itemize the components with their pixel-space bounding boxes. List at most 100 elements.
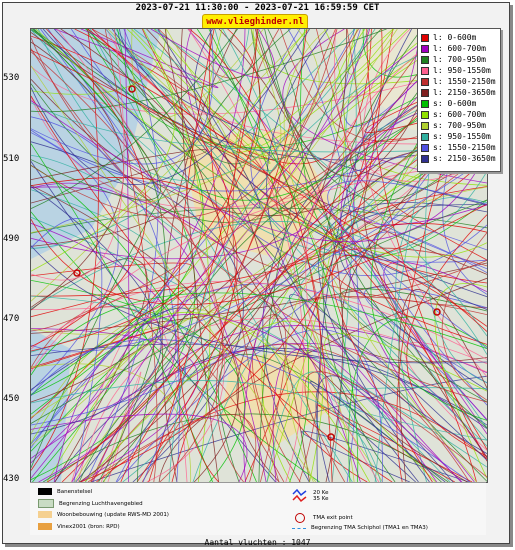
- vinex-swatch: [38, 523, 52, 530]
- flight-track: [31, 49, 487, 332]
- flight-track: [164, 29, 468, 482]
- legend-item: l: 0-600m: [418, 32, 500, 43]
- flight-track: [54, 29, 219, 89]
- flight-track: [31, 29, 487, 257]
- flight-track: [31, 292, 487, 376]
- flight-count: Aantal vluchten : 1047: [204, 538, 311, 547]
- flight-track: [31, 380, 382, 482]
- flight-track: [316, 29, 368, 190]
- legend-swatch: [421, 143, 429, 152]
- flight-track: [31, 29, 147, 348]
- legend-label: l: 1550-2150m: [433, 77, 496, 86]
- flight-track: [31, 289, 184, 415]
- legend-label: l: 0-600m: [433, 33, 477, 42]
- flight-track: [111, 29, 261, 208]
- flight-track: [137, 86, 487, 482]
- flight-track: [31, 29, 166, 482]
- legend-item: s: 1550-2150m: [418, 142, 500, 153]
- flight-track: [31, 141, 244, 482]
- flight-track: [31, 161, 276, 482]
- flight-track: [42, 413, 449, 482]
- key-airport-label: Begrenzing Luchthavengebied: [59, 500, 143, 507]
- flight-track: [282, 29, 487, 184]
- flight-track: [403, 342, 487, 451]
- flight-track: [31, 29, 99, 471]
- flight-track: [31, 102, 487, 153]
- flight-track: [31, 157, 487, 353]
- flight-track: [266, 29, 487, 454]
- airport-swatch: [38, 499, 54, 508]
- legend-label: l: 600-700m: [433, 44, 486, 53]
- legend-item: s: 2150-3650m: [418, 153, 500, 164]
- flight-track: [70, 29, 487, 277]
- flight-track: [244, 29, 394, 482]
- dashed-line-icon: [292, 527, 306, 529]
- flight-track: [90, 247, 487, 482]
- flight-track: [31, 258, 148, 482]
- flight-track: [31, 413, 248, 482]
- legend-item: l: 600-700m: [418, 43, 500, 54]
- flight-track: [31, 143, 213, 482]
- flight-track: [398, 289, 487, 482]
- flight-track: [168, 30, 487, 482]
- legend-label: s: 0-600m: [433, 99, 477, 108]
- legend-item: l: 2150-3650m: [418, 87, 500, 98]
- flight-track: [31, 100, 487, 243]
- legend-swatch: [421, 66, 429, 75]
- y-tick-label: 430: [3, 474, 20, 484]
- legend-swatch: [421, 33, 429, 42]
- tma-exit-point: [128, 85, 136, 93]
- legend-label: s: 1550-2150m: [433, 143, 496, 152]
- flight-track: [115, 29, 487, 447]
- flight-track: [345, 29, 487, 441]
- flight-track: [31, 54, 487, 332]
- key-tma-boundary: Begrenzing TMA Schiphol (TMA1 en TMA3): [292, 525, 428, 531]
- flight-track: [31, 338, 471, 482]
- flight-track: [31, 283, 487, 449]
- flight-track: [395, 197, 487, 482]
- flight-track: [80, 29, 383, 482]
- flight-track: [158, 277, 487, 482]
- legend-item: l: 950-1550m: [418, 65, 500, 76]
- flight-track: [85, 29, 159, 482]
- flight-track: [131, 29, 271, 164]
- y-tick-label: 450: [3, 394, 20, 404]
- flight-track: [215, 29, 359, 482]
- flight-track: [331, 254, 487, 482]
- housing-swatch: [38, 511, 52, 518]
- flight-track: [214, 29, 250, 71]
- flight-track: [232, 29, 280, 482]
- y-tick-label: 470: [3, 314, 20, 324]
- flight-track: [31, 97, 487, 209]
- flight-track: [31, 186, 162, 435]
- legend-swatch: [421, 154, 429, 163]
- key-housing-label: Woonbebouwing (update RWS-MD 2001): [57, 511, 169, 518]
- flight-track: [71, 29, 442, 482]
- flight-track: [180, 29, 219, 482]
- key-runway-label: Banenstelsel: [57, 488, 93, 495]
- flight-track: [285, 186, 487, 482]
- key-tma-exit: TMA exit point: [292, 513, 353, 523]
- flight-track-map[interactable]: [30, 28, 488, 483]
- flight-track: [148, 29, 259, 482]
- flight-track: [124, 29, 130, 482]
- flight-track: [31, 177, 238, 482]
- key-noise-contours: 20 Ke 35 Ke: [292, 489, 328, 503]
- legend-label: l: 950-1550m: [433, 66, 491, 75]
- flight-track: [31, 65, 317, 482]
- flight-track: [46, 29, 469, 482]
- key-tma-exit-label: TMA exit point: [313, 515, 353, 521]
- flight-track: [343, 204, 487, 270]
- flight-track: [31, 182, 267, 482]
- legend-swatch: [421, 99, 429, 108]
- flight-track: [31, 186, 361, 482]
- flight-track: [331, 387, 487, 441]
- flight-track: [316, 29, 412, 482]
- flight-track: [104, 29, 158, 482]
- flight-tracks-layer: [31, 29, 487, 482]
- flight-track: [31, 29, 230, 352]
- flight-track: [87, 29, 261, 165]
- legend-swatch: [421, 121, 429, 130]
- flight-track: [31, 184, 240, 482]
- flight-track: [47, 29, 308, 482]
